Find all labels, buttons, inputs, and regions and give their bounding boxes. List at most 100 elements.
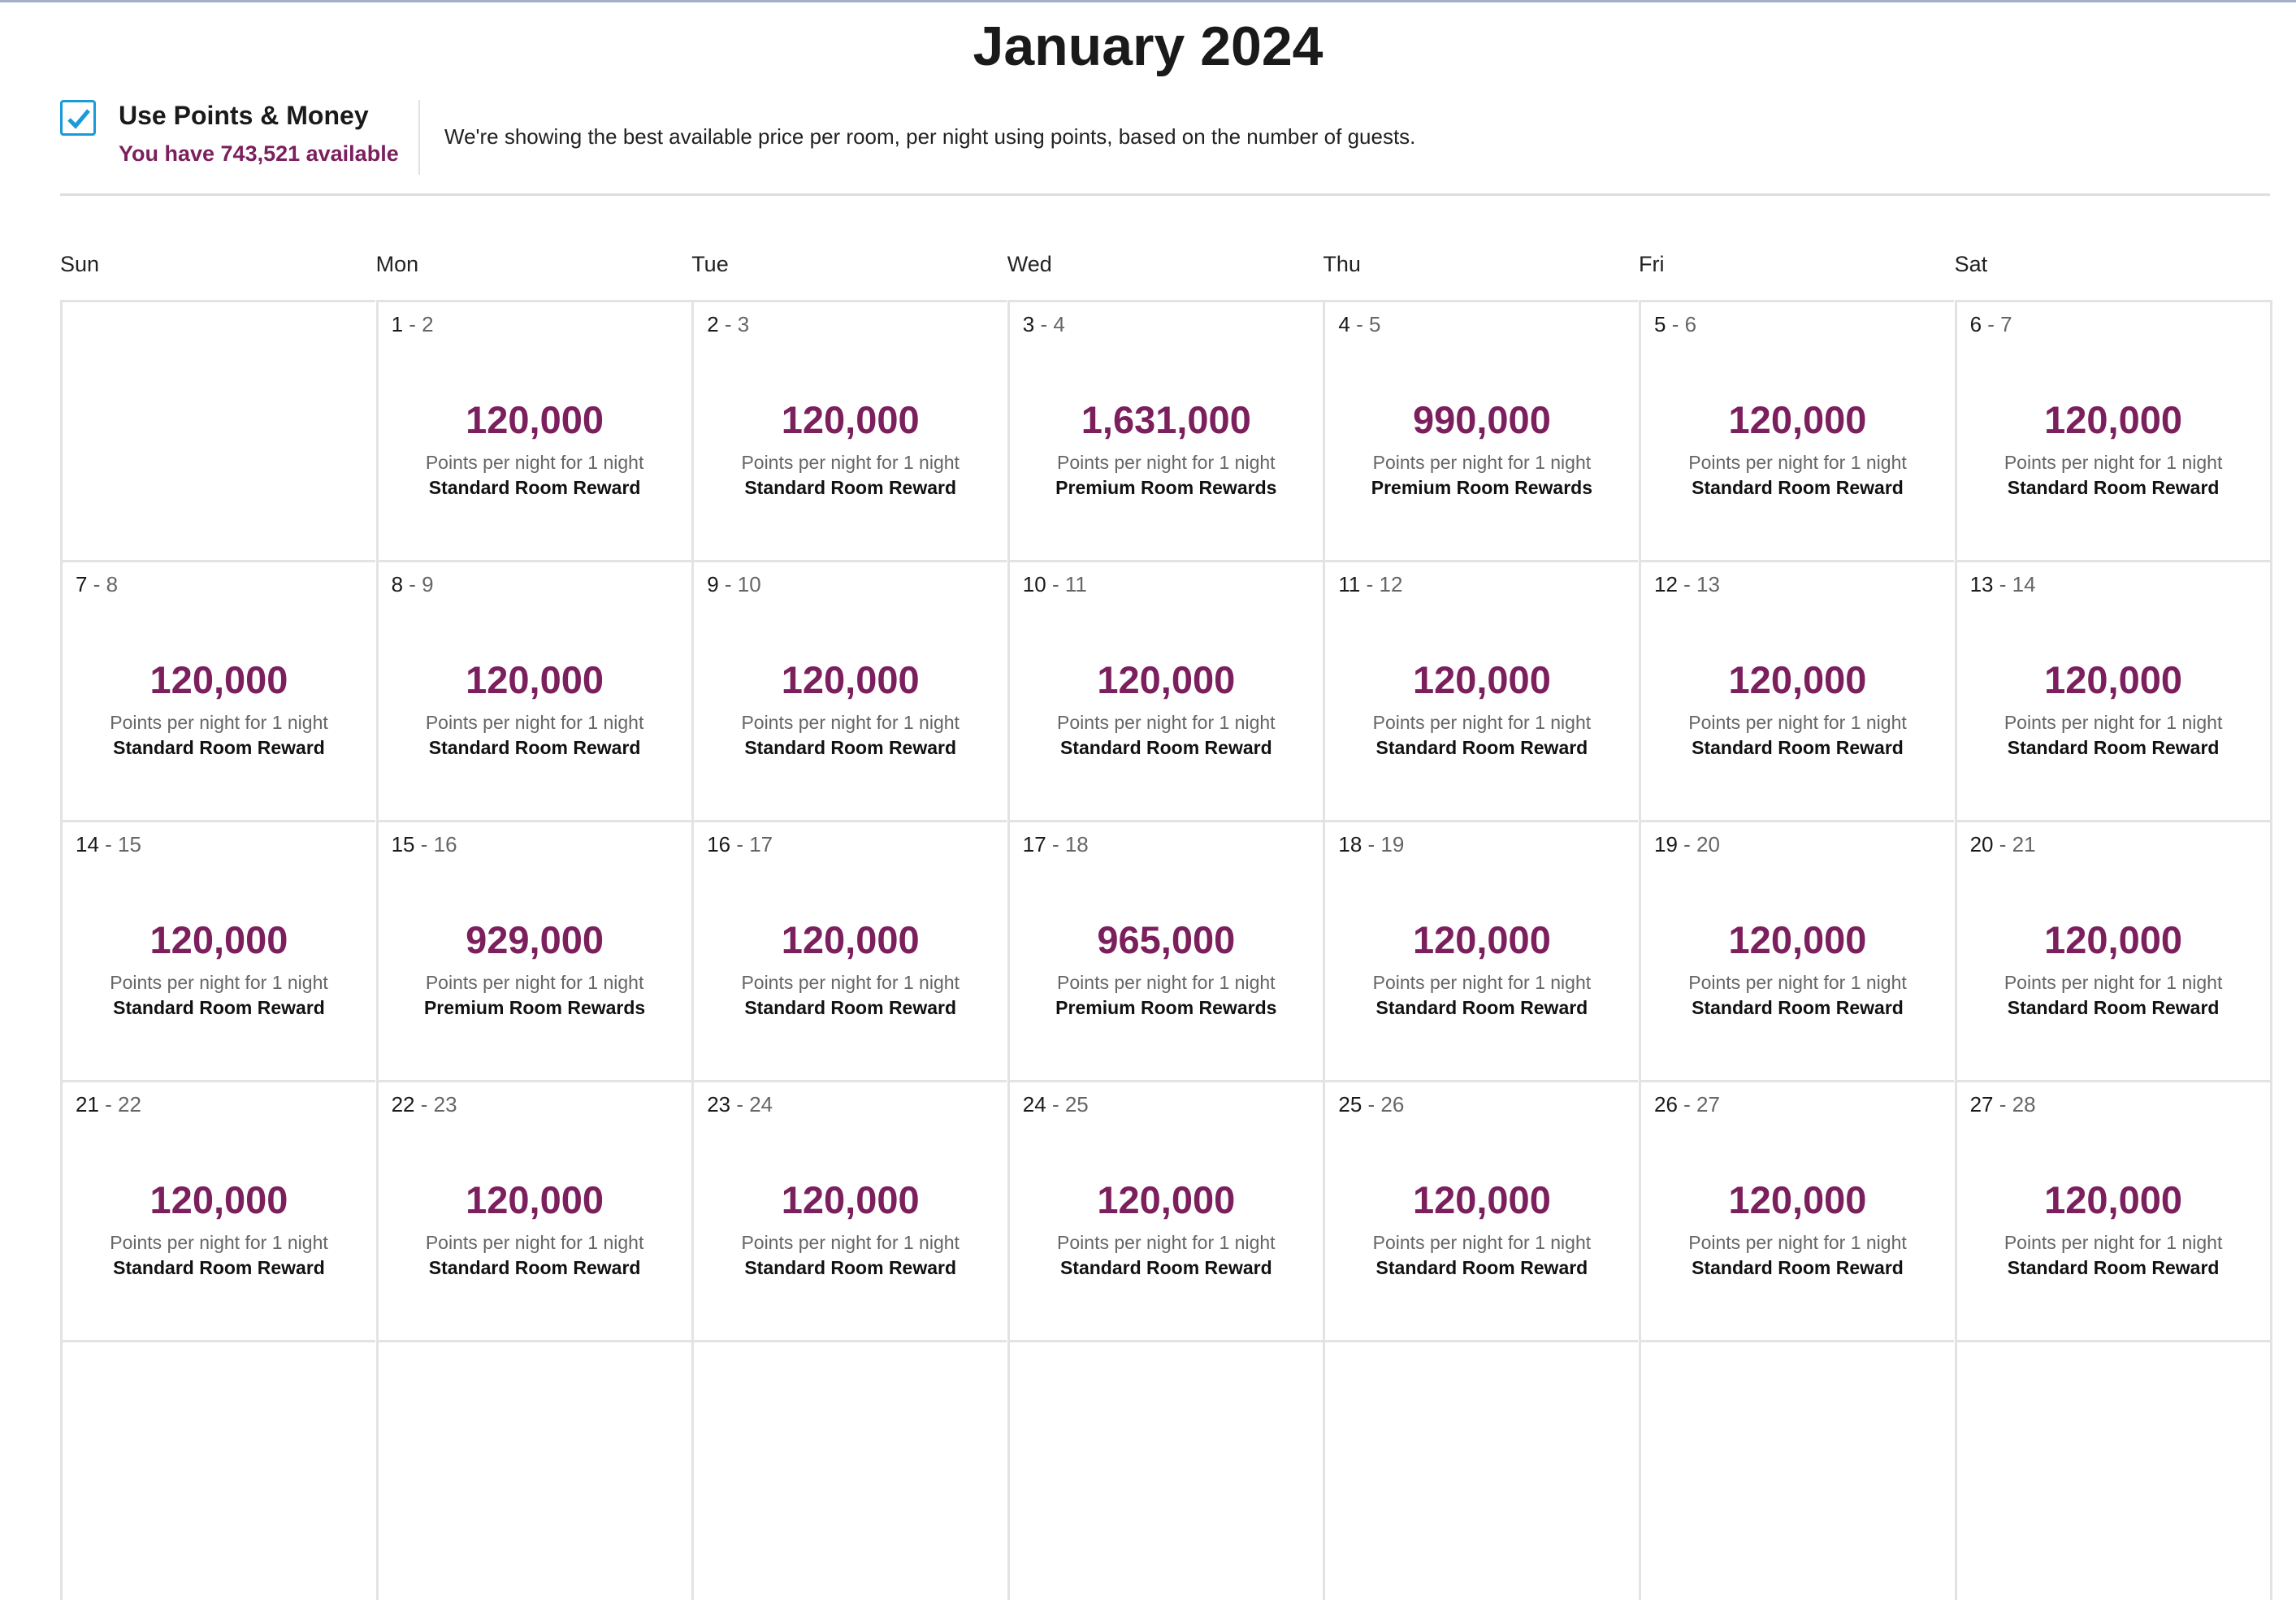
date-range: 15 - 16 bbox=[391, 832, 457, 856]
points-price: 120,000 bbox=[1728, 658, 1867, 701]
check-out-day: 2 bbox=[422, 312, 434, 336]
calendar-day-cell[interactable]: 10 - 11 120,000 Points per night for 1 nig… bbox=[1007, 560, 1323, 820]
points-unit-label: Points per night for 1 night bbox=[110, 712, 328, 733]
points-unit-label: Points per night for 1 night bbox=[741, 712, 960, 733]
points-unit-label: Points per night for 1 night bbox=[2004, 972, 2223, 993]
check-out-day: 4 bbox=[1053, 312, 1065, 336]
calendar-day-cell[interactable]: 16 - 17 120,000 Points per night for 1 nig… bbox=[691, 820, 1007, 1080]
empty-cell bbox=[691, 1340, 1007, 1600]
check-out-day: 9 bbox=[422, 572, 434, 596]
date-range: 13 - 14 bbox=[1969, 572, 2036, 596]
check-out-day: 10 bbox=[737, 572, 761, 596]
points-unit-label: Points per night for 1 night bbox=[1688, 712, 1907, 733]
reward-type: Standard Room Reward bbox=[113, 737, 325, 758]
check-out-day: 27 bbox=[1696, 1092, 1720, 1117]
date-range: 9 - 10 bbox=[707, 572, 761, 596]
weekday-header: Sun bbox=[60, 252, 100, 276]
calendar-day-cell[interactable]: 25 - 26 120,000 Points per night for 1 nig… bbox=[1323, 1080, 1639, 1340]
check-in-day: 13 bbox=[1969, 572, 1994, 596]
calendar-day-cell[interactable]: 5 - 6 120,000 Points per night for 1 night… bbox=[1639, 300, 1954, 560]
points-unit-label: Points per night for 1 night bbox=[2004, 452, 2223, 473]
calendar-day-cell[interactable]: 8 - 9 120,000 Points per night for 1 night… bbox=[375, 560, 691, 820]
calendar-day-cell[interactable]: 17 - 18 965,000 Points per night for 1 nig… bbox=[1007, 820, 1323, 1080]
calendar-day-cell[interactable]: 9 - 10 120,000 Points per night for 1 nigh… bbox=[691, 560, 1007, 820]
reward-type: Standard Room Reward bbox=[428, 477, 641, 498]
points-unit-label: Points per night for 1 night bbox=[1372, 712, 1592, 733]
check-out-day: 19 bbox=[1380, 832, 1405, 856]
weekday-header: Tue bbox=[691, 252, 729, 276]
points-unit-label: Points per night for 1 night bbox=[1372, 1232, 1592, 1253]
check-in-day: 3 bbox=[1022, 312, 1035, 336]
empty-cell bbox=[375, 1340, 691, 1600]
calendar-day-cell[interactable]: 22 - 23 120,000 Points per night for 1 nig… bbox=[375, 1080, 691, 1340]
calendar-day-cell[interactable]: 18 - 19 120,000 Points per night for 1 nig… bbox=[1323, 820, 1639, 1080]
reward-type: Standard Room Reward bbox=[2007, 477, 2220, 498]
calendar-day-cell[interactable]: 15 - 16 929,000 Points per night for 1 nig… bbox=[375, 820, 691, 1080]
check-in-day: 15 bbox=[391, 832, 415, 856]
points-price: 1,631,000 bbox=[1081, 398, 1251, 441]
points-price: 120,000 bbox=[781, 398, 920, 441]
use-points-money-label[interactable]: Use Points & Money bbox=[119, 101, 369, 130]
check-out-day: 5 bbox=[1368, 312, 1381, 336]
check-out-day: 12 bbox=[1379, 572, 1403, 596]
date-range: 27 - 28 bbox=[1969, 1092, 2036, 1117]
calendar-day-cell[interactable]: 11 - 12 120,000 Points per night for 1 nig… bbox=[1323, 560, 1639, 820]
date-range: 10 - 11 bbox=[1022, 572, 1087, 596]
calendar-day-cell[interactable]: 27 - 28 120,000 Points per night for 1 nig… bbox=[1954, 1080, 2272, 1340]
reward-type: Standard Room Reward bbox=[1375, 1257, 1588, 1278]
date-range: 19 - 20 bbox=[1654, 832, 1720, 856]
calendar-day-cell[interactable]: 12 - 13 120,000 Points per night for 1 nig… bbox=[1639, 560, 1954, 820]
calendar-day-cell[interactable]: 24 - 25 120,000 Points per night for 1 nig… bbox=[1007, 1080, 1323, 1340]
calendar-day-cell[interactable]: 23 - 24 120,000 Points per night for 1 nig… bbox=[691, 1080, 1007, 1340]
points-unit-label: Points per night for 1 night bbox=[1372, 452, 1592, 473]
points-unit-label: Points per night for 1 night bbox=[110, 972, 328, 993]
points-price: 120,000 bbox=[466, 398, 604, 441]
calendar-day-cell[interactable]: 13 - 14 120,000 Points per night for 1 nig… bbox=[1954, 560, 2272, 820]
points-price: 120,000 bbox=[466, 1178, 604, 1221]
date-range: 6 - 7 bbox=[1969, 312, 2012, 336]
date-range: 18 - 19 bbox=[1338, 832, 1405, 856]
check-out-day: 25 bbox=[1064, 1092, 1089, 1117]
reward-type: Standard Room Reward bbox=[744, 477, 957, 498]
calendar-day-cell[interactable]: 21 - 22 120,000 Points per night for 1 nig… bbox=[60, 1080, 375, 1340]
weekday-header: Wed bbox=[1007, 252, 1052, 276]
top-border bbox=[0, 0, 2296, 2]
date-range: 17 - 18 bbox=[1022, 832, 1089, 856]
check-out-day: 14 bbox=[2012, 572, 2036, 596]
calendar-day-cell[interactable]: 3 - 4 1,631,000 Points per night for 1 nig… bbox=[1007, 300, 1323, 560]
calendar-day-cell[interactable]: 26 - 27 120,000 Points per night for 1 nig… bbox=[1639, 1080, 1954, 1340]
reward-type: Standard Room Reward bbox=[744, 997, 957, 1018]
calendar-day-cell[interactable]: 4 - 5 990,000 Points per night for 1 night… bbox=[1323, 300, 1639, 560]
points-price: 120,000 bbox=[149, 1178, 288, 1221]
reward-type: Standard Room Reward bbox=[2007, 737, 2220, 758]
calendar-day-cell[interactable]: 7 - 8 120,000 Points per night for 1 night… bbox=[60, 560, 375, 820]
use-points-money-checkbox[interactable] bbox=[60, 100, 96, 136]
calendar-day-cell[interactable]: 2 - 3 120,000 Points per night for 1 night… bbox=[691, 300, 1007, 560]
reward-type: Premium Room Rewards bbox=[1055, 997, 1277, 1018]
check-in-day: 23 bbox=[707, 1092, 731, 1117]
check-out-day: 24 bbox=[749, 1092, 773, 1117]
calendar-day-cell[interactable]: 19 - 20 120,000 Points per night for 1 nig… bbox=[1639, 820, 1954, 1080]
check-out-day: 18 bbox=[1064, 832, 1089, 856]
check-in-day: 1 bbox=[391, 312, 404, 336]
calendar-day-cell[interactable]: 6 - 7 120,000 Points per night for 1 night… bbox=[1954, 300, 2272, 560]
calendar-day-cell[interactable]: 20 - 21 120,000 Points per night for 1 nig… bbox=[1954, 820, 2272, 1080]
reward-type: Standard Room Reward bbox=[1059, 737, 1272, 758]
calendar-day-cell[interactable]: 1 - 2 120,000 Points per night for 1 night… bbox=[375, 300, 691, 560]
divider bbox=[418, 100, 420, 175]
reward-type: Standard Room Reward bbox=[1692, 997, 1904, 1018]
reward-type: Standard Room Reward bbox=[1692, 1257, 1904, 1278]
reward-type: Standard Room Reward bbox=[2007, 997, 2220, 1018]
check-in-day: 25 bbox=[1338, 1092, 1362, 1117]
date-range: 21 - 22 bbox=[76, 1092, 141, 1117]
points-price: 965,000 bbox=[1097, 918, 1236, 961]
date-range: 7 - 8 bbox=[76, 572, 119, 596]
date-range: 8 - 9 bbox=[391, 572, 434, 596]
calendar-day-cell[interactable]: 14 - 15 120,000 Points per night for 1 nig… bbox=[60, 820, 375, 1080]
check-in-day: 21 bbox=[76, 1092, 99, 1117]
reward-type: Standard Room Reward bbox=[1375, 997, 1588, 1018]
reward-type: Standard Room Reward bbox=[744, 1257, 957, 1278]
check-in-day: 8 bbox=[391, 572, 404, 596]
check-out-day: 28 bbox=[2012, 1092, 2036, 1117]
check-in-day: 4 bbox=[1338, 312, 1350, 336]
